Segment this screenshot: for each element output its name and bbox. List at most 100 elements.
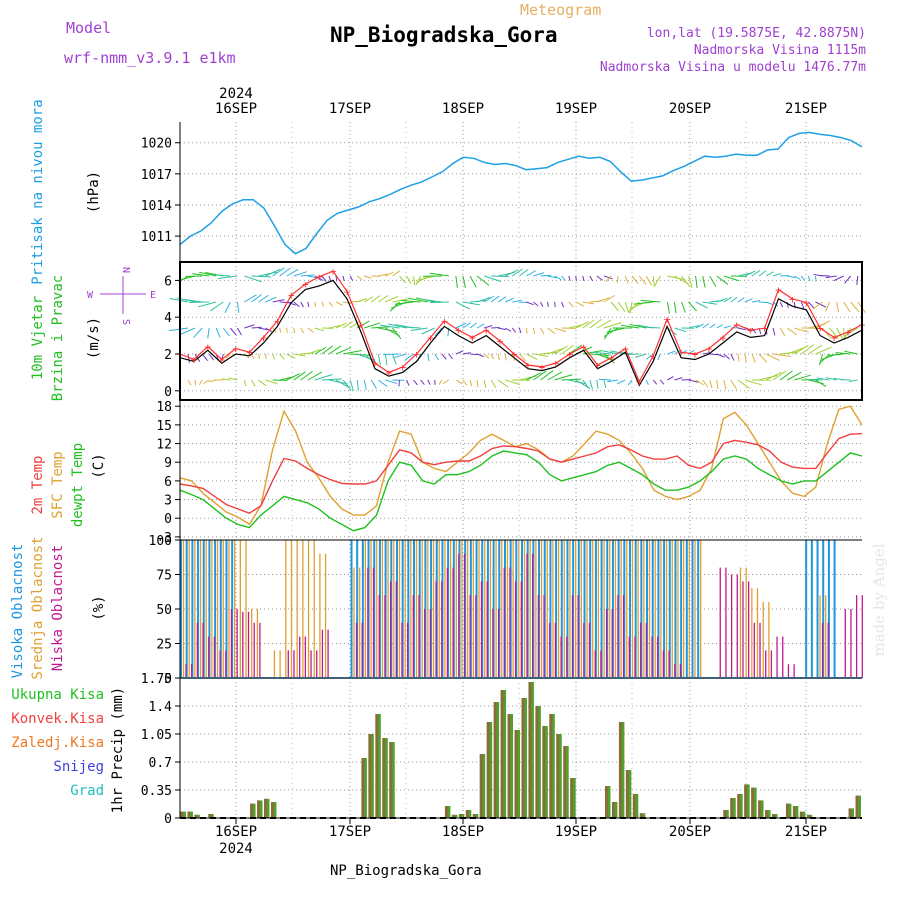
- wind-arrow: [188, 380, 191, 385]
- wind-gust-marker: +: [302, 278, 309, 291]
- day-label-bottom: 18SEP: [442, 824, 484, 840]
- wind-arrow: [590, 276, 593, 281]
- wind-arrow: [541, 328, 545, 334]
- wind-arrow: [505, 328, 511, 331]
- wind-arrow: [731, 380, 737, 390]
- day-label-top: 20SEP: [669, 101, 711, 117]
- wind-arrow: [208, 328, 209, 338]
- conv-precip-bar: [542, 726, 545, 818]
- wind-arrow: [576, 380, 589, 388]
- wind-arrow: [604, 328, 611, 339]
- wind-arrow: [491, 276, 509, 277]
- wind-gust-marker: +: [817, 322, 824, 335]
- wind-gust-marker: +: [580, 341, 587, 354]
- wind-arrow: [383, 354, 399, 355]
- day-label-top: 17SEP: [329, 101, 371, 117]
- watermark: made by Angel: [870, 543, 888, 656]
- wind-arrow: [287, 328, 288, 333]
- wind-arrow: [392, 354, 396, 364]
- wind-arrow: [287, 354, 296, 358]
- wind-arrow: [443, 380, 449, 384]
- day-label-bottom: 16SEP: [215, 824, 257, 840]
- year-label-top: 2024: [219, 86, 253, 102]
- wind-arrow: [392, 271, 399, 276]
- wind-arrow: [435, 354, 439, 360]
- wind-arrow: [343, 276, 344, 281]
- wind-gust-marker: +: [232, 342, 239, 355]
- wind-arrow: [322, 379, 342, 380]
- temperature-tick-label: 12: [156, 438, 172, 453]
- wind-arrow: [498, 354, 499, 360]
- wind-arrow: [766, 272, 773, 276]
- wind-arrow: [315, 302, 316, 307]
- wind-arrow: [780, 302, 782, 307]
- wind-arrow: [364, 276, 371, 278]
- wind-arrow: [759, 271, 766, 276]
- wind-arrow: [237, 302, 239, 313]
- wind-arrow: [787, 328, 796, 335]
- wind-arrow: [194, 328, 203, 338]
- precip-unit: 1hr Precip (mm): [110, 687, 126, 813]
- wind-arrow: [696, 380, 704, 385]
- wind-arrow: [484, 354, 489, 358]
- wind-gust-marker: +: [316, 271, 323, 284]
- conv-precip-bar: [528, 682, 531, 818]
- wind-gust-marker: +: [650, 350, 657, 363]
- wind-arrow: [759, 354, 767, 362]
- wind-arrow: [498, 328, 506, 330]
- wind-arrow: [731, 297, 737, 302]
- wind-arrow: [526, 302, 533, 305]
- conv-precip-bar: [744, 784, 747, 818]
- conv-precip-bar: [619, 722, 622, 818]
- wind-gust-marker: +: [594, 359, 601, 372]
- wind-arrow: [845, 276, 851, 283]
- pressure-label: Pritisak na nivou mora: [30, 99, 46, 284]
- wind-arrow: [703, 380, 708, 387]
- precip-tick-label: 1.4: [149, 700, 173, 715]
- wind-gust-marker: +: [497, 335, 504, 348]
- wind-arrow: [819, 275, 829, 276]
- wind-arrow: [251, 380, 255, 386]
- wind-arrow: [428, 354, 429, 361]
- cloud-label-2: Srednja Oblacnost: [30, 536, 46, 679]
- conv-precip-bar: [535, 706, 538, 818]
- wind-arrow: [392, 328, 401, 339]
- conv-precip-bar: [271, 802, 274, 818]
- wind-gust-marker: +: [831, 331, 838, 344]
- wind-arrow: [414, 380, 418, 385]
- conv-precip-bar: [264, 799, 267, 818]
- wind-arrow: [682, 302, 686, 312]
- wind-arrow: [703, 302, 717, 304]
- wind-arrow: [280, 354, 285, 359]
- wind-arrow: [498, 297, 506, 302]
- wind-arrow: [301, 275, 315, 276]
- precip-legend-item: Ukupna Kisa: [11, 687, 104, 703]
- station-title: NP_Biogradska_Gora: [330, 23, 558, 47]
- wind-arrow: [470, 276, 476, 287]
- wind-gust-marker: +: [274, 315, 281, 328]
- wind-arrow: [498, 380, 508, 387]
- wind-arrow: [244, 276, 261, 282]
- cloud-tick-label: 100: [149, 534, 172, 549]
- temperature-tick-label: 9: [164, 456, 172, 471]
- wind-arrow: [667, 377, 673, 380]
- wind-gust-marker: +: [511, 348, 518, 361]
- wind-arrow: [216, 328, 220, 337]
- wind-arrow: [541, 302, 543, 307]
- wind-tick-label: 6: [164, 274, 172, 289]
- wind-arrow: [787, 276, 795, 278]
- wind-gust-marker: +: [385, 366, 392, 379]
- product-title: Meteogram: [520, 1, 601, 19]
- wind-arrow: [470, 323, 477, 328]
- wind-arrow: [541, 275, 552, 276]
- wind-arrow: [710, 276, 716, 287]
- wind-tick-label: 2: [164, 348, 172, 363]
- wind-arrow: [259, 380, 267, 386]
- wind-arrow: [407, 276, 411, 284]
- wind-gust-marker: +: [399, 361, 406, 374]
- wind-arrow: [611, 302, 618, 311]
- conv-precip-bar: [375, 714, 378, 818]
- temp-label-3: dewpt Temp: [70, 443, 86, 527]
- altitude-label: Nadmorska Visina 1115m: [694, 43, 866, 58]
- wind-arrow: [844, 302, 850, 312]
